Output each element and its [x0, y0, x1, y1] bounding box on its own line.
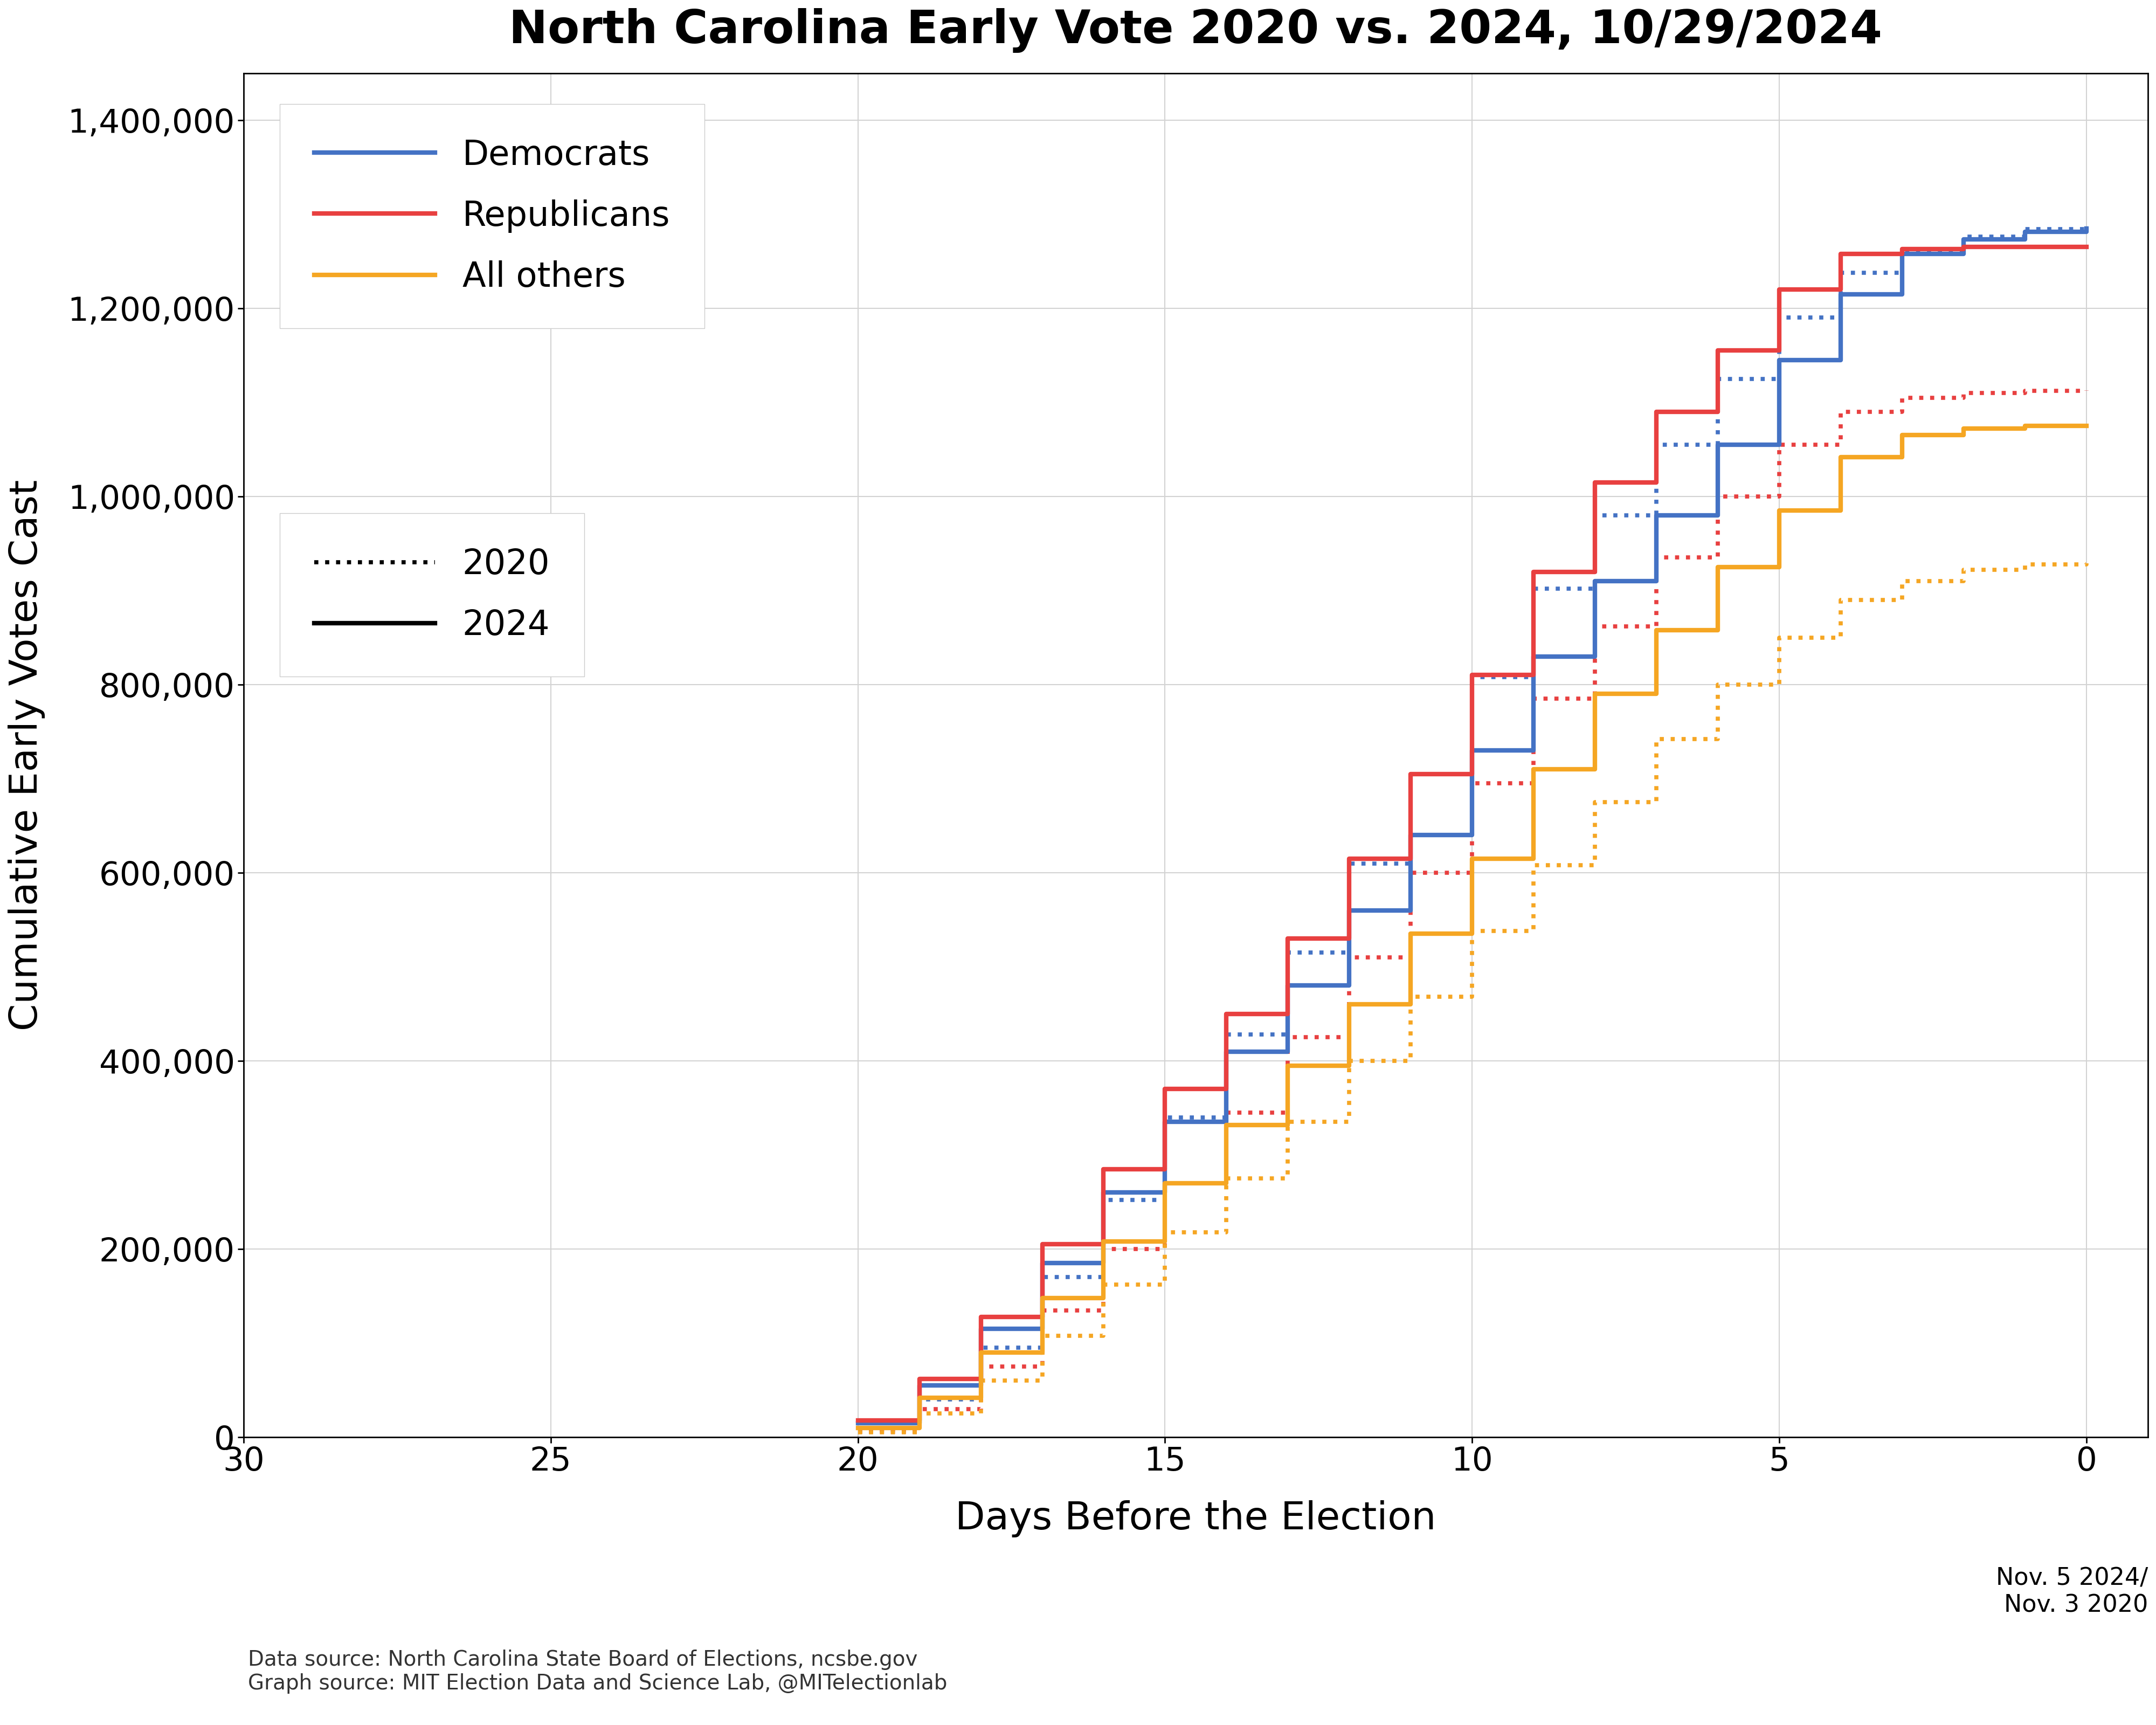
Text: Data source: North Carolina State Board of Elections, ncsbe.gov
Graph source: MI: Data source: North Carolina State Board … — [248, 1649, 946, 1694]
Title: North Carolina Early Vote 2020 vs. 2024, 10/29/2024: North Carolina Early Vote 2020 vs. 2024,… — [509, 9, 1882, 53]
Legend: 2020, 2024: 2020, 2024 — [280, 512, 584, 676]
Y-axis label: Cumulative Early Votes Cast: Cumulative Early Votes Cast — [9, 480, 45, 1032]
Text: Nov. 5 2024/
Nov. 3 2020: Nov. 5 2024/ Nov. 3 2020 — [1996, 1566, 2147, 1616]
X-axis label: Days Before the Election: Days Before the Election — [955, 1501, 1436, 1537]
